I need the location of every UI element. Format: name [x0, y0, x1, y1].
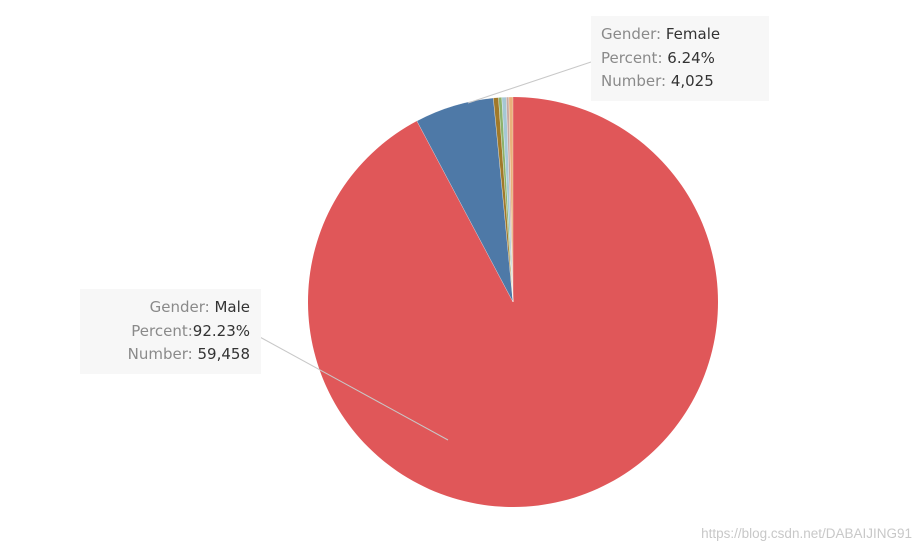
male-tooltip: Gender: Male Percent:92.23% Number: 59,4…: [80, 289, 261, 374]
female-gender-key: Gender:: [601, 25, 662, 43]
female-gender-value: Female: [665, 25, 721, 43]
female-percent-row: Percent: 6.24%: [601, 47, 758, 71]
female-number-key: Number:: [601, 72, 667, 90]
female-number-row: Number: 4,025: [601, 70, 758, 94]
female-percent-value: 6.24%: [667, 48, 715, 67]
male-number-value: 59,458: [197, 345, 251, 363]
pie-slices: [307, 96, 718, 508]
female-tooltip: Gender: Female Percent: 6.24% Number: 4,…: [591, 16, 769, 101]
male-percent-value: 92.23%: [192, 321, 250, 340]
male-gender-row: Gender: Male: [90, 296, 250, 320]
pie-slice-6[interactable]: [508, 96, 514, 303]
male-number-row: Number: 59,458: [90, 343, 250, 367]
watermark: https://blog.csdn.net/DABAIJING91: [701, 526, 912, 541]
male-percent-key: Percent:: [131, 321, 193, 340]
female-leader-line: [467, 61, 592, 104]
female-number-value: 4,025: [670, 72, 714, 90]
male-percent-row: Percent:92.23%: [90, 320, 250, 344]
male-gender-key: Gender:: [149, 298, 210, 316]
female-percent-key: Percent:: [601, 48, 663, 67]
male-leader-line: [257, 335, 449, 441]
male-gender-value: Male: [214, 298, 250, 316]
female-gender-row: Gender: Female: [601, 23, 758, 47]
male-number-key: Number:: [127, 345, 193, 363]
